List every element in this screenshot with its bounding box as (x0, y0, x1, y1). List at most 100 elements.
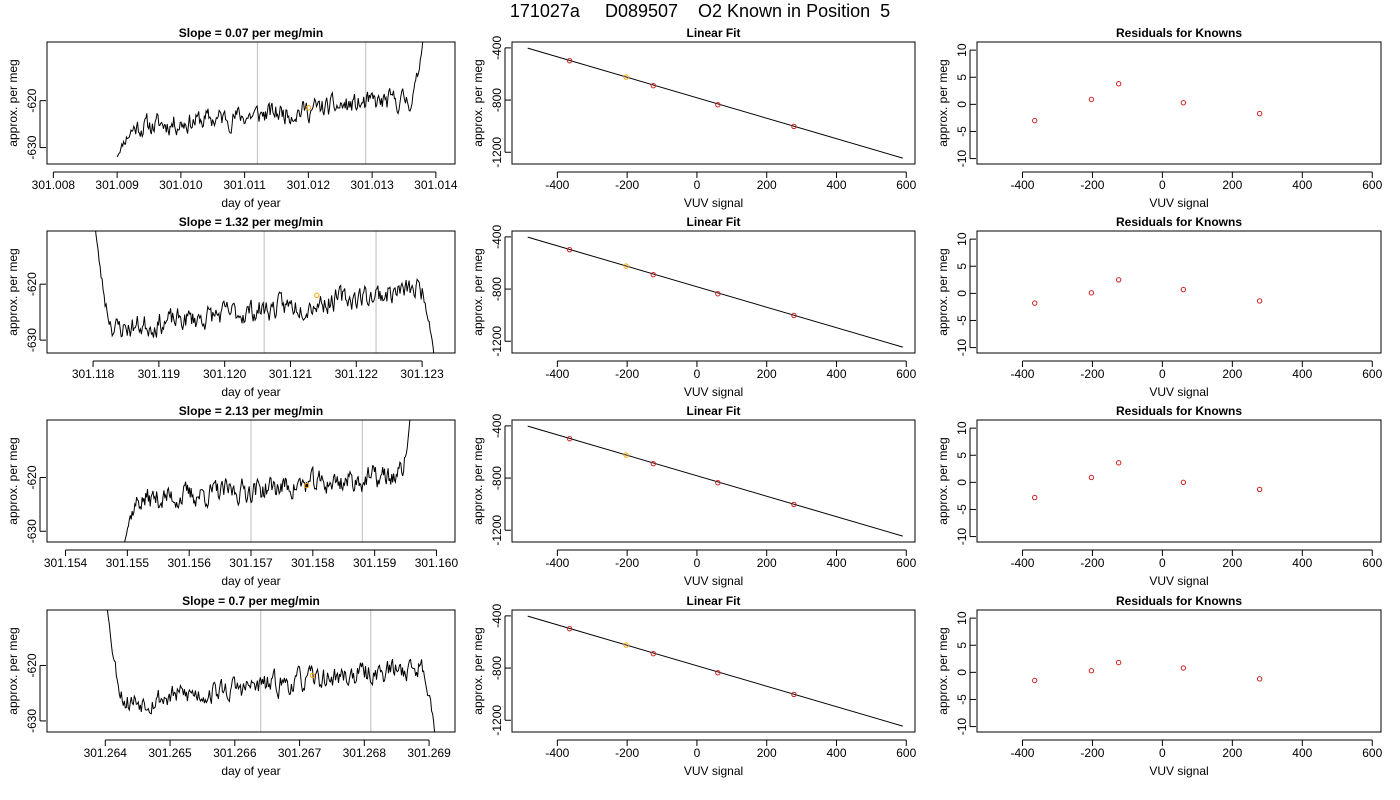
panel-title: Residuals for Knowns (1116, 594, 1242, 608)
x-tick-label: 200 (1222, 367, 1242, 381)
panel-title: Linear Fit (686, 404, 740, 418)
data-point (1256, 486, 1263, 493)
y-tick-label: 5 (955, 642, 969, 649)
panel-r3-residuals: Residuals for Knowns -400 -200 0 200 400 600 VU… (936, 404, 1383, 588)
x-tick-label: -200 (615, 178, 639, 192)
x-tick-label: 200 (757, 178, 777, 192)
data-trace (106, 610, 436, 732)
x-tick-label: 400 (826, 178, 846, 192)
x-tick-label: 301.011 (223, 178, 266, 192)
y-axis-label: approx. per meg (6, 248, 20, 335)
x-tick-label: 600 (896, 367, 916, 381)
x-tick-label: -200 (615, 367, 639, 381)
x-tick-label: 301.266 (213, 746, 257, 760)
panel-title: Slope = 0.07 per meg/min (179, 26, 323, 40)
data-point (1115, 81, 1122, 87)
y-axis-label: approx. per meg (936, 437, 950, 524)
plot-area (1032, 277, 1263, 306)
y-tick-label: -1200 (490, 137, 504, 168)
data-point (715, 291, 721, 297)
x-tick-label: 301.120 (203, 367, 247, 381)
page-title: 171027a D089507 O2 Known in Position 5 (509, 1, 891, 21)
y-tick-label: -620 (25, 465, 39, 489)
x-tick-label: 0 (694, 367, 701, 381)
x-tick-label: -400 (545, 367, 569, 381)
x-tick-label: 0 (694, 178, 701, 192)
x-tick-label: 0 (1159, 367, 1166, 381)
x-tick-label: 200 (1222, 556, 1242, 570)
panel-r4-slope: Slope = 0.7 per meg/min 301.264 301.265 301… (6, 594, 456, 778)
data-trace (116, 42, 424, 158)
panel-title: Slope = 1.32 per meg/min (179, 215, 323, 229)
x-tick-label: -200 (615, 746, 639, 760)
highlight-marker (314, 292, 320, 299)
panel-r3-slope: Slope = 2.13 per meg/min 301.154 301.155 30… (6, 404, 458, 588)
x-axis-label: VUV signal (1149, 385, 1208, 399)
y-tick-label: 0 (955, 479, 969, 486)
y-tick-label: -1200 (490, 515, 504, 546)
plot-frame (511, 419, 916, 543)
panel-r4-residuals: Residuals for Knowns -400 -200 0 200 400 600 VU… (936, 594, 1383, 778)
x-tick-label: 301.012 (287, 178, 331, 192)
data-point (566, 57, 573, 64)
panel-title: Slope = 0.7 per meg/min (182, 594, 320, 608)
data-point (1032, 300, 1038, 306)
x-tick-label: 0 (1159, 556, 1166, 570)
data-point (650, 461, 657, 467)
plot-area (1032, 81, 1263, 124)
data-trace (95, 231, 435, 353)
x-axis-label: VUV signal (684, 385, 743, 399)
x-tick-label: 400 (826, 556, 846, 570)
y-axis-label: approx. per meg (471, 59, 485, 146)
x-tick-label: 400 (1292, 178, 1312, 192)
plot-frame (46, 609, 456, 733)
y-tick-label: -800 (490, 466, 504, 490)
highlight-marker (309, 672, 316, 679)
y-tick-label: 10 (955, 421, 969, 435)
y-tick-label: 0 (955, 290, 969, 297)
x-tick-label: -400 (545, 556, 569, 570)
panel-r2-slope: Slope = 1.32 per meg/min 301.118 301.119 30… (6, 215, 456, 399)
y-tick-label: -630 (25, 519, 39, 543)
plot-area (95, 231, 435, 353)
x-axis-label: day of year (221, 764, 280, 778)
y-tick-label: 10 (955, 611, 969, 625)
y-tick-label: -630 (25, 328, 39, 352)
data-point (1180, 665, 1187, 671)
x-tick-label: 301.118 (72, 367, 115, 381)
data-point (1032, 677, 1038, 684)
plot-frame (46, 41, 456, 165)
data-point (1115, 659, 1122, 666)
y-tick-label: -1200 (490, 705, 504, 736)
data-point (1256, 676, 1263, 682)
data-point (650, 272, 657, 278)
y-tick-label: -400 (490, 414, 504, 438)
plot-frame (976, 609, 1382, 733)
x-axis-label: day of year (221, 385, 280, 399)
x-tick-label: 301.121 (269, 367, 313, 381)
x-tick-label: -400 (1010, 746, 1034, 760)
data-point (1032, 494, 1038, 501)
y-axis-label: approx. per meg (6, 627, 20, 714)
x-tick-label: 301.264 (84, 746, 128, 760)
data-point (791, 691, 797, 698)
x-tick-label: 301.123 (400, 367, 444, 381)
highlight-point (623, 642, 629, 648)
x-tick-label: 600 (1362, 178, 1382, 192)
x-tick-label: 301.157 (229, 556, 273, 570)
y-tick-label: -620 (25, 88, 39, 112)
x-axis-label: VUV signal (1149, 574, 1208, 588)
plot-area (527, 47, 903, 159)
fit-line (527, 236, 903, 348)
y-tick-label: -800 (490, 88, 504, 112)
plot-frame (976, 419, 1382, 543)
x-tick-label: 600 (896, 178, 916, 192)
x-tick-label: 301.119 (138, 367, 181, 381)
y-axis-label: approx. per meg (471, 627, 485, 714)
x-tick-label: 200 (1222, 746, 1242, 760)
y-tick-label: -1200 (490, 326, 504, 357)
x-tick-label: 200 (1222, 178, 1242, 192)
panel-title: Slope = 2.13 per meg/min (179, 404, 323, 418)
panel-r3-fit: Linear Fit -400 -200 0 200 400 600 VUV signal -1… (471, 404, 917, 588)
x-axis-label: VUV signal (684, 764, 743, 778)
